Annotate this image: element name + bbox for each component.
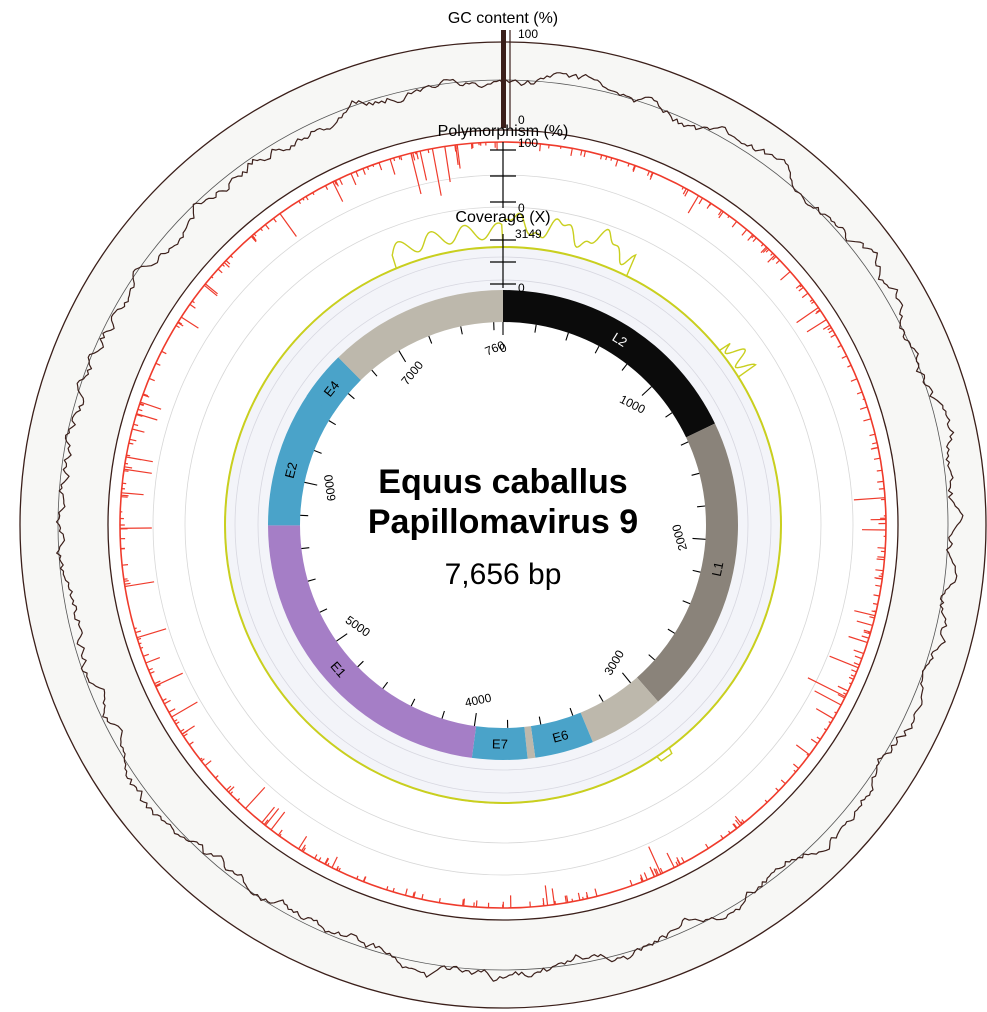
gene-label-E6: E6 [551, 727, 570, 746]
position-tick-marks [300, 322, 706, 728]
gc-scale-max: 100 [518, 27, 538, 41]
genome-title: Equus caballus Papillomavirus 9 7,656 bp [343, 462, 663, 592]
polymorphism-spikes [119, 141, 887, 908]
gene-label-L2: L2 [610, 330, 630, 350]
virus-name: Papillomavirus 9 [367, 503, 639, 541]
position-tick-label-6: 6000 [321, 473, 339, 502]
gene-segment-spacer-4 [524, 726, 536, 759]
gene-segment-L2 [503, 290, 715, 438]
gene-segment-E7 [471, 726, 528, 760]
polymorphism-scale-min: 0 [518, 201, 525, 215]
gene-label-L1: L1 [709, 560, 727, 577]
track-backgrounds [19, 41, 987, 1009]
coverage-track-title: Coverage (X) [455, 209, 550, 226]
inner-disc [268, 290, 738, 760]
gc-content-track [55, 30, 964, 982]
position-tick-label-0: 0 [497, 340, 508, 356]
gene-segment-E4 [306, 357, 361, 414]
coverage-track [224, 212, 782, 804]
gene-segment-E1 [268, 525, 477, 758]
gene-segment-E6 [530, 712, 593, 758]
gene-segment-L1 [636, 423, 738, 702]
polymorphism-scale-max: 100 [518, 136, 538, 150]
genome-size: 7,656 bp [444, 558, 562, 591]
coverage-scale-min: 0 [518, 281, 525, 295]
species-name: Equus caballus [378, 463, 628, 501]
polymorphism-track [119, 141, 887, 908]
coverage-scale-max: 3149 [515, 227, 542, 241]
gene-segment-spacer-2 [580, 677, 659, 743]
gc-scale-bar [501, 30, 506, 128]
coverage-line [224, 212, 782, 804]
gene-label-E7: E7 [492, 736, 508, 751]
gene-label-E2: E2 [282, 461, 301, 480]
position-tick-label-4: 4000 [464, 691, 493, 710]
polymorphism-track-title: Polymorphism (%) [438, 123, 569, 140]
gene-segment-spacer-9 [338, 290, 503, 381]
gc-track-title: GC content (%) [448, 10, 558, 27]
gc-content-line [55, 72, 964, 982]
gc-scale-min: 0 [518, 113, 525, 127]
